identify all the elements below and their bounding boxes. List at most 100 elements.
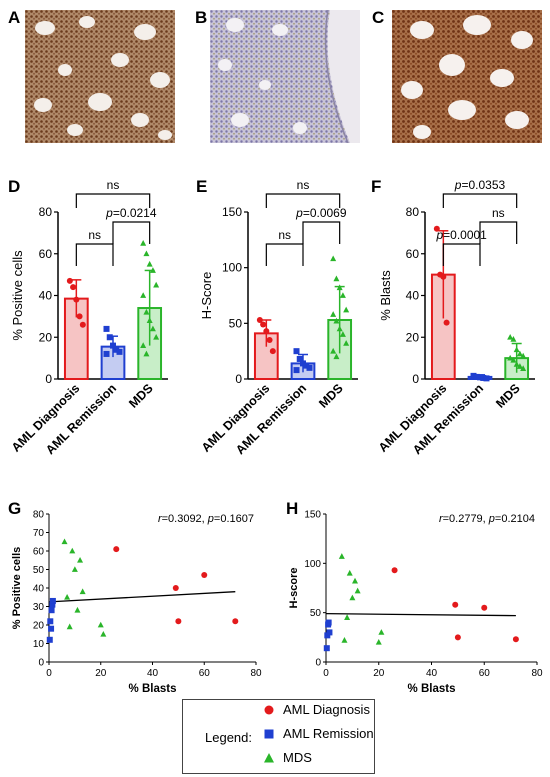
h-point-mds xyxy=(378,629,385,635)
f-point-mds xyxy=(516,363,523,369)
h-point-aml_diagnosis xyxy=(512,636,519,643)
f-category-label: MDS xyxy=(493,381,523,411)
g-x-tick-label: 20 xyxy=(95,668,107,679)
panel-label-b: B xyxy=(195,8,208,27)
g-x-axis-label: % Blasts xyxy=(129,683,177,695)
d-point-mds xyxy=(143,350,150,357)
d-y-tick-label: 0 xyxy=(45,372,52,386)
e-significance-label: ns xyxy=(297,178,310,192)
e-point-aml_diagnosis xyxy=(266,337,273,344)
f-y-tick-label: 60 xyxy=(406,247,420,261)
g-y-tick-label: 80 xyxy=(33,510,45,521)
h-point-aml_diagnosis xyxy=(391,567,398,574)
legend-item-aml-remission: AML Remission xyxy=(283,726,374,741)
micrograph-a xyxy=(25,10,175,143)
d-point-aml_remission xyxy=(110,342,116,349)
g-x-tick-label: 80 xyxy=(250,668,262,679)
d-significance-label: ns xyxy=(107,178,120,192)
g-point-aml_diagnosis xyxy=(175,618,182,625)
f-point-mds xyxy=(513,346,520,353)
g-y-tick-label: 60 xyxy=(33,547,45,558)
d-significance-bracket xyxy=(75,243,114,266)
g-y-tick-label: 40 xyxy=(33,584,45,595)
h-point-aml_diagnosis xyxy=(452,601,459,608)
d-significance-label: p=0.0214 xyxy=(105,206,157,220)
d-point-aml_diagnosis xyxy=(66,277,73,284)
f-point-aml_diagnosis xyxy=(443,319,450,326)
f-point-aml_remission xyxy=(470,372,477,379)
e-point-mds xyxy=(333,317,340,324)
g-point-mds xyxy=(97,621,104,628)
e-point-mds xyxy=(339,292,346,298)
legend-item-mds: MDS xyxy=(283,750,312,765)
f-point-mds xyxy=(507,333,514,340)
e-point-mds xyxy=(343,340,350,346)
g-point-mds xyxy=(66,623,73,630)
h-point-mds xyxy=(352,577,359,584)
e-point-aml_remission xyxy=(293,348,300,355)
panel-label-f: F xyxy=(371,177,381,196)
g-point-aml_remission xyxy=(46,636,53,643)
h-y-tick-label: 50 xyxy=(310,608,322,619)
h-point-aml_remission xyxy=(323,645,330,652)
h-point-mds xyxy=(344,614,351,620)
micrograph-b-image xyxy=(210,10,360,143)
legend-marker-circle-icon xyxy=(264,705,274,715)
h-x-tick-label: 60 xyxy=(479,668,491,679)
g-x-tick-label: 60 xyxy=(199,668,211,679)
d-significance-bracket xyxy=(112,221,151,244)
f-y-tick-label: 20 xyxy=(406,330,420,344)
e-point-aml_diagnosis xyxy=(269,348,276,355)
h-point-aml_remission xyxy=(326,629,333,636)
f-y-tick-label: 40 xyxy=(406,289,420,303)
f-significance-bracket xyxy=(442,243,481,266)
g-y-tick-label: 50 xyxy=(33,565,45,576)
h-point-mds xyxy=(354,587,361,594)
h-y-tick-label: 100 xyxy=(304,559,321,570)
g-y-axis-label: % Positive cells xyxy=(11,547,23,630)
g-point-aml_diagnosis xyxy=(172,585,179,591)
e-y-tick-label: 150 xyxy=(222,205,242,219)
d-point-mds xyxy=(140,342,147,348)
d-point-aml_remission xyxy=(113,346,120,353)
d-point-aml_diagnosis xyxy=(73,296,80,303)
e-point-mds xyxy=(330,347,337,354)
e-point-mds xyxy=(336,325,343,332)
h-y-tick-label: 0 xyxy=(315,658,321,669)
d-point-mds xyxy=(149,267,156,273)
micrograph-a-image xyxy=(25,10,175,143)
e-significance-bracket xyxy=(302,221,341,244)
e-point-mds xyxy=(333,275,340,282)
d-y-tick-label: 40 xyxy=(39,289,53,303)
g-point-mds xyxy=(77,556,84,563)
h-point-aml_diagnosis xyxy=(481,604,488,611)
e-y-axis-label: H-Score xyxy=(199,272,214,320)
g-x-tick-label: 0 xyxy=(46,668,52,679)
d-point-mds xyxy=(153,333,160,340)
g-point-aml_remission xyxy=(48,607,55,614)
d-y-axis-label: % Positive cells xyxy=(10,250,25,341)
d-point-mds xyxy=(143,250,150,257)
g-point-mds xyxy=(69,547,76,554)
f-point-mds xyxy=(510,336,517,342)
e-point-mds xyxy=(336,284,343,291)
d-point-aml_diagnosis xyxy=(79,321,86,328)
d-category-label: AML Remission xyxy=(43,381,119,457)
d-point-aml_remission xyxy=(103,350,110,357)
g-y-tick-label: 20 xyxy=(33,621,45,632)
f-point-mds xyxy=(510,356,517,363)
panel-label-e: E xyxy=(196,177,207,196)
h-x-tick-label: 40 xyxy=(426,668,438,679)
f-point-mds xyxy=(507,354,514,361)
g-point-mds xyxy=(64,593,71,600)
e-category-label: MDS xyxy=(316,381,346,411)
legend-box: Legend: AML Diagnosis AML Remission MDS xyxy=(182,699,375,774)
panel-label-d: D xyxy=(8,177,20,196)
e-point-aml_remission xyxy=(296,355,303,362)
g-point-aml_diagnosis xyxy=(113,546,120,553)
d-point-mds xyxy=(140,240,147,246)
e-y-tick-label: 0 xyxy=(235,372,242,386)
h-x-axis-label: % Blasts xyxy=(408,683,456,695)
d-category-label: MDS xyxy=(126,381,156,411)
